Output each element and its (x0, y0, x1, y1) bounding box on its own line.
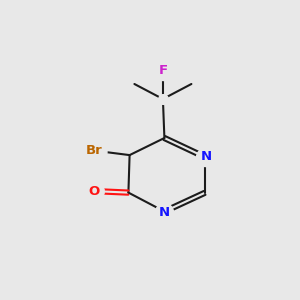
Text: O: O (88, 184, 100, 198)
Text: N: N (159, 206, 170, 220)
Text: N: N (200, 150, 212, 164)
Text: F: F (158, 64, 167, 77)
Text: Br: Br (86, 144, 103, 157)
